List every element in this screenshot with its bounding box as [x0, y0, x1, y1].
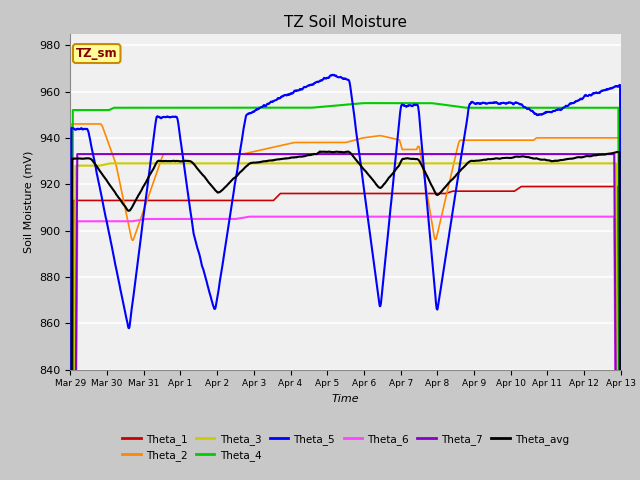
X-axis label: Time: Time [332, 394, 360, 404]
Legend: Theta_1, Theta_2, Theta_3, Theta_4, Theta_5, Theta_6, Theta_7, Theta_avg: Theta_1, Theta_2, Theta_3, Theta_4, Thet… [118, 430, 573, 465]
Text: TZ_sm: TZ_sm [76, 47, 118, 60]
Y-axis label: Soil Moisture (mV): Soil Moisture (mV) [24, 150, 34, 253]
Title: TZ Soil Moisture: TZ Soil Moisture [284, 15, 407, 30]
